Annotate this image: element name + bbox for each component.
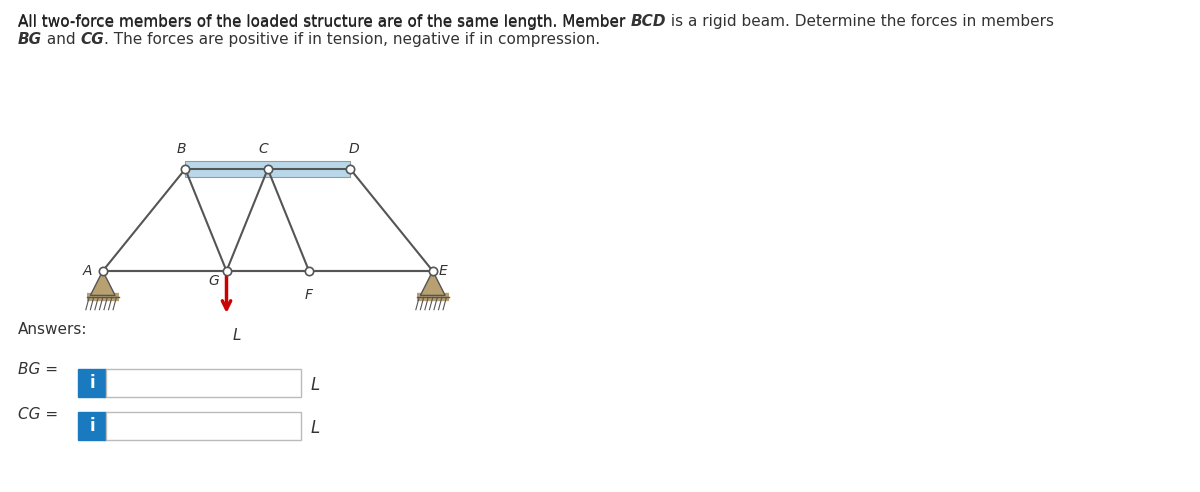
Text: Answers:: Answers: (18, 322, 88, 337)
Text: A: A (83, 264, 92, 278)
Polygon shape (420, 271, 445, 295)
Text: BCD: BCD (630, 14, 666, 29)
Text: CG =: CG = (18, 407, 58, 422)
Text: D: D (349, 142, 360, 155)
Text: and: and (42, 32, 80, 47)
Text: L: L (311, 376, 320, 394)
Text: All two-force members of the loaded structure are of the same length. Member: All two-force members of the loaded stru… (18, 15, 630, 30)
Text: i: i (89, 417, 95, 435)
FancyBboxPatch shape (78, 369, 106, 397)
Text: i: i (89, 374, 95, 392)
FancyBboxPatch shape (106, 369, 301, 397)
Text: L: L (233, 328, 241, 343)
Text: BG =: BG = (18, 362, 58, 377)
Text: BG: BG (18, 32, 42, 47)
Text: CG: CG (80, 32, 104, 47)
FancyBboxPatch shape (78, 412, 106, 440)
Text: E: E (438, 264, 448, 278)
FancyBboxPatch shape (106, 412, 301, 440)
Text: is a rigid beam. Determine the forces in members: is a rigid beam. Determine the forces in… (666, 14, 1054, 29)
Text: L: L (311, 419, 320, 437)
Text: All two-force members of the loaded structure are of the same length. Member ​BC: All two-force members of the loaded stru… (18, 15, 1051, 30)
Text: . The forces are positive if in tension, negative if in compression.: . The forces are positive if in tension,… (104, 32, 600, 47)
Text: All two-force members of the loaded structure are of the same length. Member: All two-force members of the loaded stru… (18, 14, 630, 29)
Text: F: F (305, 288, 313, 303)
Polygon shape (185, 161, 350, 177)
Text: C: C (259, 142, 269, 155)
Text: G: G (209, 274, 220, 288)
Polygon shape (90, 271, 115, 295)
Text: B: B (176, 142, 186, 155)
